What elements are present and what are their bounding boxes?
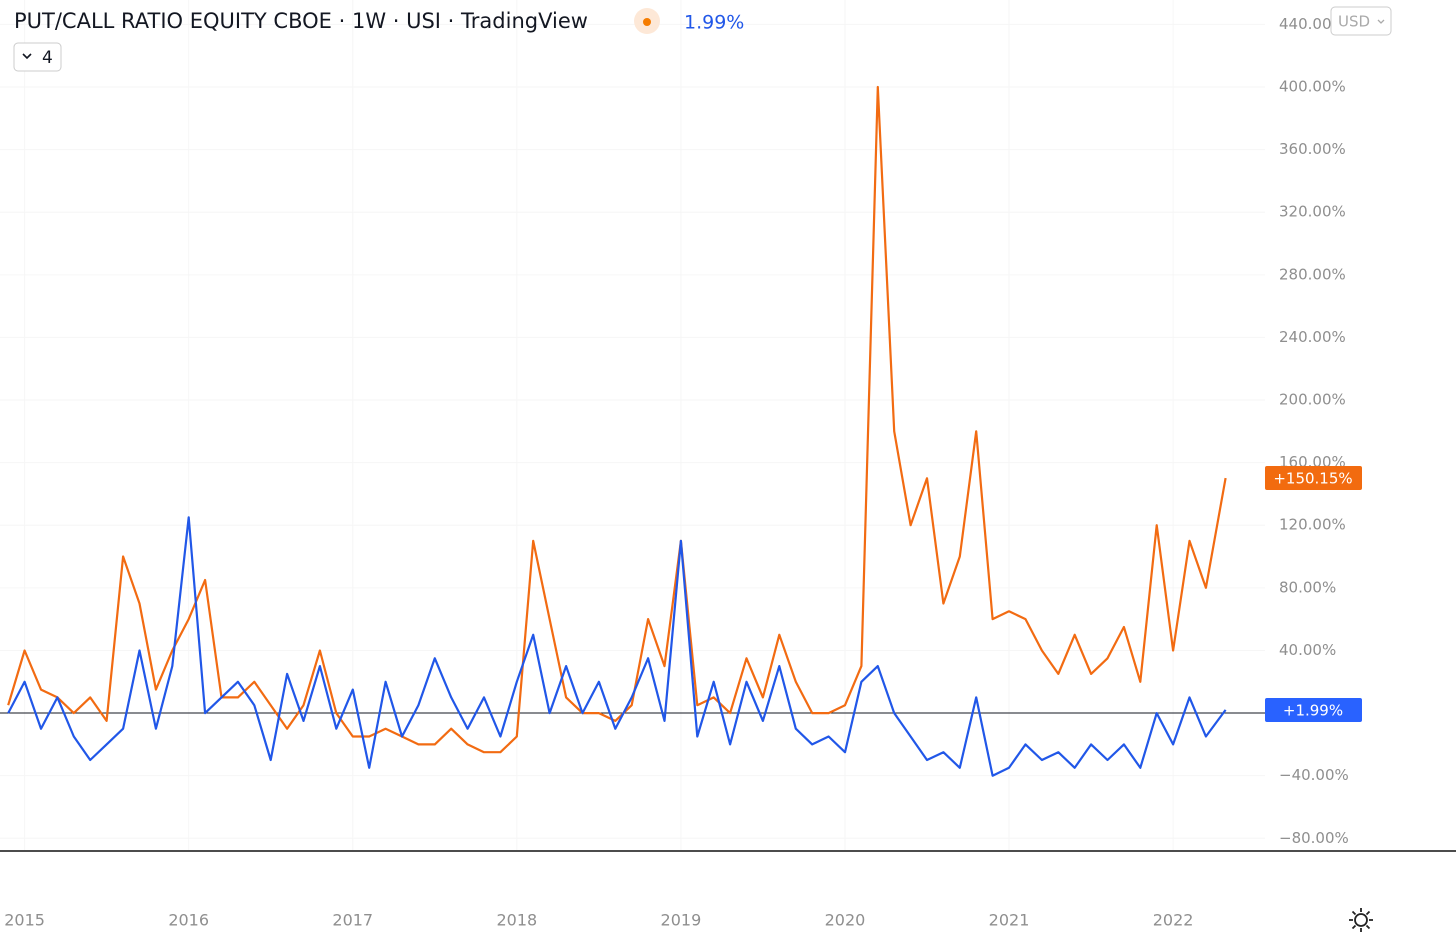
status-icon-sun <box>643 18 651 26</box>
x-tick-label: 2020 <box>825 911 866 930</box>
x-tick-label: 2015 <box>4 911 45 930</box>
lines <box>7 85 1227 777</box>
y-tick-label: 120.00% <box>1279 516 1346 534</box>
y-tick-label: 200.00% <box>1279 391 1346 409</box>
series-line <box>7 85 1227 754</box>
last-value-label: +150.15% <box>1273 470 1352 488</box>
series-line <box>7 516 1227 777</box>
last-value-box <box>1265 466 1362 491</box>
y-tick-label: −80.00% <box>1279 829 1349 847</box>
y-tick-label: 240.00% <box>1279 328 1346 346</box>
chart-title: PUT/CALL RATIO EQUITY CBOE · 1W · USI · … <box>14 9 588 33</box>
y-tick-label: 440.00% <box>1279 15 1346 33</box>
y-tick-label: −40.00% <box>1279 766 1349 784</box>
y-tick-label: 360.00% <box>1279 140 1346 158</box>
x-tick-label: 2017 <box>332 911 373 930</box>
x-tick-label: 2016 <box>168 911 209 930</box>
header-change: 1.99% <box>684 12 744 34</box>
x-tick-label: 2022 <box>1153 911 1194 930</box>
x-tick-label: 2019 <box>661 911 702 930</box>
legend-toggle[interactable] <box>13 42 62 72</box>
last-value-label: +1.99% <box>1283 701 1343 719</box>
y-tick-label: 80.00% <box>1279 578 1336 596</box>
x-tick-label: 2021 <box>989 911 1030 930</box>
legend-count: 4 <box>42 48 53 68</box>
grid <box>0 712 1265 714</box>
y-tick-label: 320.00% <box>1279 203 1346 221</box>
axes: −80.00%−40.00%40.00%80.00%120.00%160.00%… <box>4 15 1362 930</box>
y-tick-label: 280.00% <box>1279 265 1346 283</box>
chevron <box>22 53 32 60</box>
last-value-box <box>1265 697 1362 722</box>
currency-button[interactable] <box>1330 6 1392 36</box>
currency-label: USD <box>1338 13 1370 31</box>
y-tick-label: 400.00% <box>1279 78 1346 96</box>
chevron <box>1377 19 1385 24</box>
settings-icon[interactable] <box>1349 908 1373 932</box>
y-tick-label: 40.00% <box>1279 641 1336 659</box>
x-tick-label: 2018 <box>496 911 537 930</box>
